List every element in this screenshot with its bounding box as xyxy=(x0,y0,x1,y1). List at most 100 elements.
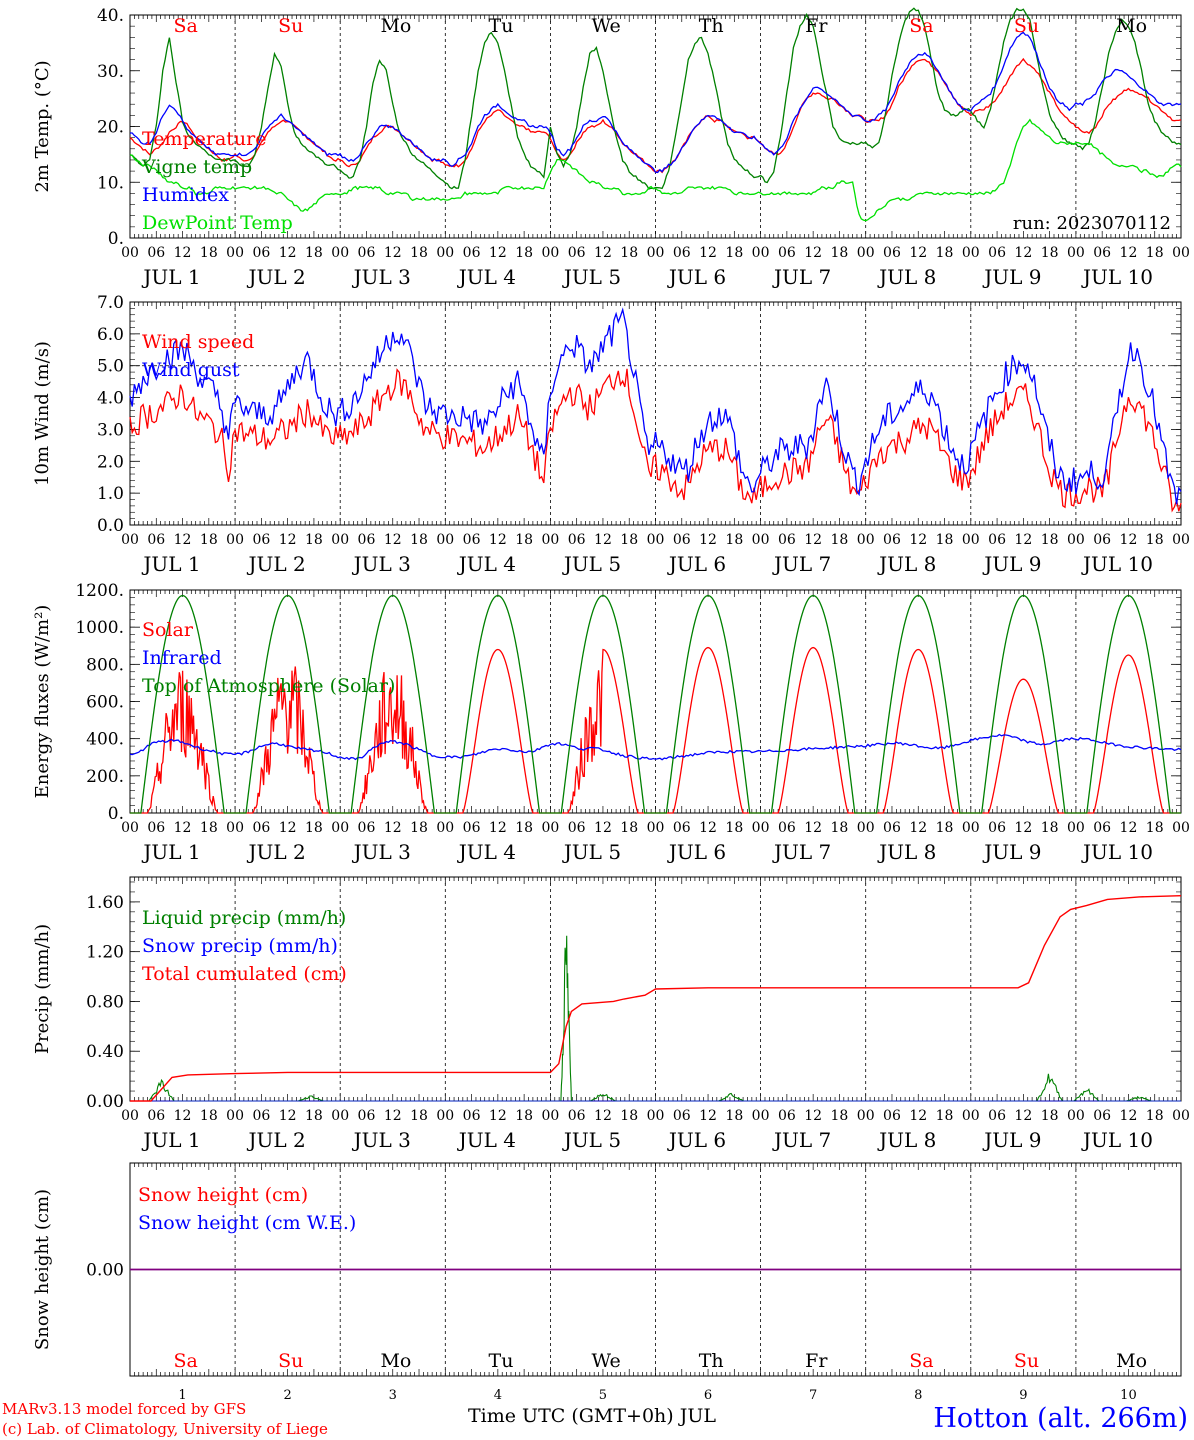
hour-tick-label: 18 xyxy=(831,1108,849,1124)
weekday-label: Su xyxy=(1014,15,1039,37)
hour-tick-label: 12 xyxy=(909,1108,927,1124)
day-number-label: 4 xyxy=(494,1388,502,1403)
hour-tick-label: 12 xyxy=(594,245,612,261)
hour-tick-label: 18 xyxy=(620,820,638,836)
y-tick-label: 40. xyxy=(97,6,124,26)
hour-tick-label: 00 xyxy=(121,532,139,548)
hour-tick-label: 12 xyxy=(804,245,822,261)
hour-tick-label: 00 xyxy=(1172,532,1190,548)
plot-frame-wind xyxy=(129,301,1182,526)
hour-tick-label: 06 xyxy=(673,820,691,836)
hour-tick-label: 12 xyxy=(909,532,927,548)
legend-entry: Wind speed xyxy=(142,331,254,353)
legend-entry: Infrared xyxy=(142,647,222,669)
legend-entry: Total cumulated (cm) xyxy=(142,963,347,985)
hour-tick-label: 06 xyxy=(988,245,1006,261)
hour-tick-label: 18 xyxy=(200,532,218,548)
hour-tick-label: 00 xyxy=(121,1108,139,1124)
y-tick-label: 1200. xyxy=(75,581,124,601)
hour-tick-label: 18 xyxy=(1146,820,1164,836)
hour-tick-label: 18 xyxy=(725,820,743,836)
y-tick-label: 1.0 xyxy=(97,484,124,504)
date-label: JUL 2 xyxy=(247,1128,306,1152)
y-tick-label: 1000. xyxy=(75,618,124,638)
hour-tick-label: 06 xyxy=(778,1108,796,1124)
series-wind-gust xyxy=(129,307,1182,505)
hour-tick-label: 06 xyxy=(988,820,1006,836)
hour-tick-label: 06 xyxy=(463,532,481,548)
y-tick-label: 2.0 xyxy=(97,452,124,472)
weekday-label: Fr xyxy=(805,1350,828,1372)
hour-tick-label: 18 xyxy=(936,820,954,836)
date-label: JUL 7 xyxy=(772,1128,831,1152)
hour-tick-label: 12 xyxy=(384,1108,402,1124)
hour-tick-label: 18 xyxy=(515,532,533,548)
hour-tick-label: 12 xyxy=(909,245,927,261)
hour-tick-label: 06 xyxy=(673,1108,691,1124)
hour-tick-label: 00 xyxy=(331,820,349,836)
date-label: JUL 10 xyxy=(1081,1128,1153,1152)
date-label: JUL 4 xyxy=(457,265,516,289)
date-label: JUL 1 xyxy=(141,1128,200,1152)
date-label: JUL 8 xyxy=(877,265,936,289)
hour-tick-label: 00 xyxy=(752,820,770,836)
y-tick-label: 400. xyxy=(86,730,124,750)
date-label: JUL 9 xyxy=(982,552,1041,576)
hour-tick-label: 00 xyxy=(331,1108,349,1124)
weekday-label: Fr xyxy=(805,15,828,37)
series-dewpoint-temp xyxy=(129,118,1182,222)
hour-tick-label: 06 xyxy=(778,820,796,836)
series-humidex xyxy=(130,31,1182,174)
hour-tick-label: 18 xyxy=(1041,532,1059,548)
hour-tick-label: 06 xyxy=(778,532,796,548)
hour-tick-label: 12 xyxy=(279,532,297,548)
legend-entry: DewPoint Temp xyxy=(142,212,293,234)
legend-entry: Top of Atmosphere (Solar) xyxy=(142,675,395,697)
hour-tick-label: 18 xyxy=(200,245,218,261)
hour-tick-label: 06 xyxy=(673,532,691,548)
date-label: JUL 6 xyxy=(667,265,726,289)
legend-entry: Humidex xyxy=(142,184,229,206)
hour-tick-label: 12 xyxy=(699,532,717,548)
hour-tick-label: 12 xyxy=(1014,1108,1032,1124)
hour-tick-label: 18 xyxy=(936,532,954,548)
hour-tick-label: 18 xyxy=(1146,532,1164,548)
hour-tick-label: 06 xyxy=(883,532,901,548)
credit-line: MARv3.13 model forced by GFS xyxy=(2,1400,246,1418)
weekday-label: Mo xyxy=(1116,15,1147,37)
hour-tick-label: 00 xyxy=(121,245,139,261)
hour-tick-label: 00 xyxy=(541,820,559,836)
plot-frame-energy xyxy=(129,589,1182,814)
weekday-label: Su xyxy=(1014,1350,1039,1372)
legend-entry: Snow height (cm W.E.) xyxy=(138,1212,356,1234)
hour-tick-label: 18 xyxy=(620,532,638,548)
hour-tick-label: 00 xyxy=(226,532,244,548)
hour-tick-label: 18 xyxy=(305,532,323,548)
hour-tick-label: 00 xyxy=(647,1108,665,1124)
weekday-label: Tu xyxy=(489,15,514,37)
hour-tick-label: 00 xyxy=(857,820,875,836)
weekday-label: We xyxy=(591,15,620,37)
date-label: JUL 6 xyxy=(667,840,726,864)
date-label: JUL 3 xyxy=(352,552,411,576)
hour-tick-label: 00 xyxy=(1172,1108,1190,1124)
y-tick-label: 0.00 xyxy=(86,1261,124,1281)
weekday-label: We xyxy=(591,1350,620,1372)
hour-tick-label: 00 xyxy=(1067,245,1085,261)
hour-tick-label: 00 xyxy=(436,245,454,261)
day-number-label: 3 xyxy=(389,1388,397,1403)
day-number-label: 8 xyxy=(914,1388,922,1403)
hour-tick-label: 12 xyxy=(804,820,822,836)
date-label: JUL 3 xyxy=(352,840,411,864)
hour-tick-label: 12 xyxy=(594,1108,612,1124)
weekday-label: Su xyxy=(278,15,303,37)
day-number-label: 1 xyxy=(178,1388,186,1403)
y-tick-label: 0. xyxy=(108,804,124,824)
y-axis-label: Snow height (cm) xyxy=(32,1189,53,1350)
series-wind-speed xyxy=(129,368,1182,513)
weekday-label: Mo xyxy=(380,15,411,37)
hour-tick-label: 06 xyxy=(147,245,165,261)
hour-tick-label: 06 xyxy=(358,245,376,261)
hour-tick-label: 06 xyxy=(883,245,901,261)
